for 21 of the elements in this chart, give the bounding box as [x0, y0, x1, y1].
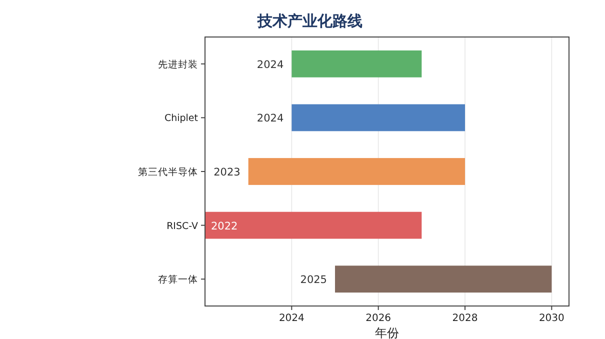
chart-title: 技术产业化路线 [256, 12, 362, 30]
x-tick-label: 2024 [278, 313, 304, 324]
annotation: 2025 [300, 274, 327, 286]
x-tick-label: 2028 [452, 313, 478, 324]
annotation: 2024 [256, 112, 284, 125]
y-tick-label: 第三代半导体 [138, 166, 198, 178]
x-tick-label: 2026 [366, 313, 392, 324]
y-tick-label: RISC-V [166, 220, 198, 232]
annotation: 2023 [214, 166, 240, 178]
bar [248, 158, 465, 185]
y-tick-label: Chiplet [164, 113, 198, 124]
y-tick-label: 先进封装 [158, 58, 198, 70]
bar [292, 104, 465, 132]
bar [292, 50, 422, 78]
x-tick-label: 2030 [538, 313, 564, 324]
annotation: 2024 [256, 58, 284, 71]
annotation: 2022 [211, 220, 238, 232]
bar [205, 212, 422, 239]
x-axis-title: 年份 [375, 326, 399, 339]
y-tick-label: 存算一体 [158, 274, 198, 286]
bar [335, 266, 552, 293]
